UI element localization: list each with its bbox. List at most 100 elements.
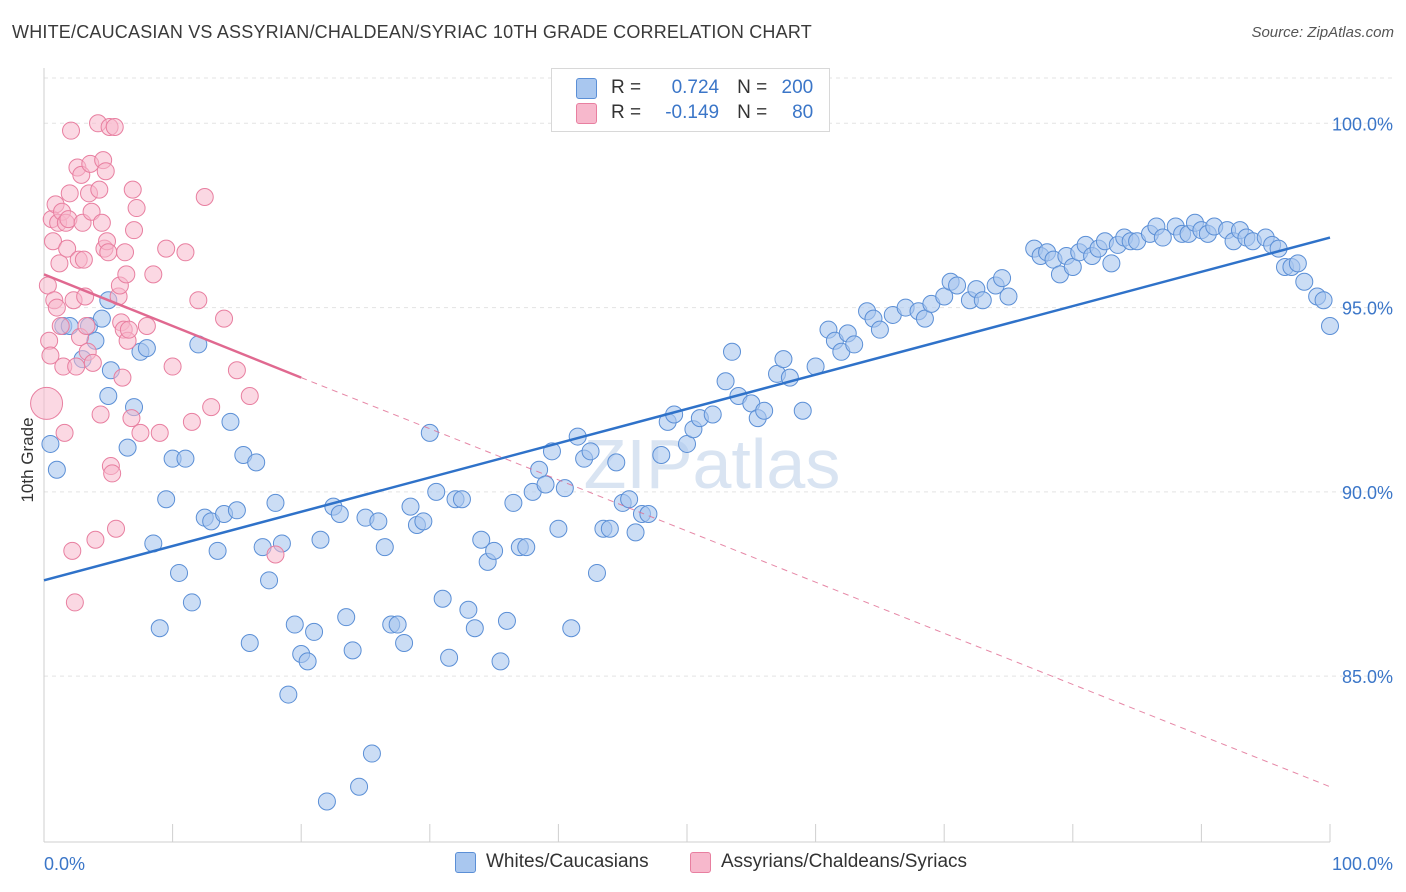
watermark: ZIPatlas: [584, 425, 841, 503]
data-point-assyrians: [195, 188, 214, 206]
data-point-whites: [92, 309, 111, 328]
data-point-assyrians: [266, 545, 285, 564]
data-point-whites: [266, 493, 285, 512]
data-point-assyrians: [189, 291, 208, 310]
data-point-whites: [517, 538, 536, 557]
data-point-whites: [99, 387, 118, 406]
data-point-whites: [279, 685, 298, 704]
data-point-whites: [999, 287, 1018, 306]
data-point-assyrians: [30, 386, 64, 420]
data-point-assyrians: [123, 180, 142, 199]
trend-lines: [43, 236, 1331, 788]
data-point-assyrians: [116, 243, 135, 262]
data-point-whites: [536, 475, 555, 494]
data-point-assyrians: [96, 162, 115, 181]
data-point-assyrians: [92, 213, 111, 232]
chart-title: WHITE/CAUCASIAN VS ASSYRIAN/CHALDEAN/SYR…: [12, 22, 812, 42]
data-point-whites: [652, 446, 671, 464]
legend-n-label: N =: [737, 77, 768, 98]
data-point-whites: [118, 438, 137, 457]
data-point-assyrians: [63, 541, 82, 560]
data-point-whites: [485, 541, 504, 560]
data-point-assyrians: [182, 412, 201, 431]
chart-source: Source: ZipAtlas.com: [1251, 24, 1394, 41]
trend-line-assyrians-extension: [301, 377, 1331, 788]
data-point-assyrians: [47, 298, 66, 317]
tick-labels: 85.0% 90.0% 95.0% 100.0% 0.0% 100.0%: [44, 114, 1393, 874]
bottom-legend-swatch-pink: [690, 851, 711, 873]
trend-line-whites: [43, 236, 1331, 582]
data-point-assyrians: [60, 184, 79, 203]
data-point-assyrians: [91, 405, 110, 424]
data-point-assyrians: [77, 317, 96, 335]
bottom-legend-label: Assyrians/Chaldeans/Syriacs: [721, 851, 968, 872]
data-point-whites: [581, 442, 600, 461]
legend-swatch-pink: [576, 102, 597, 124]
data-point-whites: [182, 593, 201, 612]
data-point-assyrians: [50, 254, 69, 273]
legend-n-label: N =: [737, 102, 768, 123]
data-point-assyrians: [163, 357, 182, 376]
data-point-whites: [170, 563, 189, 582]
data-point-whites: [311, 530, 330, 549]
bottom-legend-label: Whites/Caucasians: [486, 851, 649, 872]
data-point-whites: [137, 339, 156, 358]
data-point-assyrians: [119, 320, 138, 339]
data-point-assyrians: [240, 387, 259, 406]
data-point-assyrians: [202, 398, 221, 417]
data-point-whites: [723, 342, 742, 361]
data-point-whites: [973, 291, 992, 310]
data-point-whites: [562, 619, 581, 638]
data-point-whites: [41, 434, 60, 453]
data-point-assyrians: [125, 221, 144, 240]
stats-legend: R = 0.724 N = 200 R = -0.149 N = 80: [551, 68, 830, 132]
data-point-whites: [1295, 272, 1314, 291]
legend-r-label: R =: [611, 102, 642, 123]
x-tick-label: 0.0%: [44, 854, 85, 874]
data-point-assyrians: [107, 519, 126, 538]
data-point-whites: [388, 615, 407, 634]
data-point-assyrians: [137, 317, 156, 335]
data-point-assyrians: [55, 423, 74, 442]
data-point-assyrians: [74, 250, 93, 269]
x-tick-label: 100.0%: [1332, 854, 1393, 874]
data-point-whites: [240, 633, 259, 652]
data-point-assyrians: [67, 357, 86, 376]
data-point-whites: [639, 504, 658, 523]
data-point-whites: [948, 276, 967, 295]
data-point-assyrians: [86, 530, 105, 549]
bottom-legend-whites: Whites/Caucasians: [455, 851, 649, 873]
data-point-whites: [369, 512, 388, 531]
data-point-whites: [452, 490, 471, 509]
data-point-whites: [150, 619, 169, 638]
data-point-whites: [414, 512, 433, 531]
data-point-assyrians: [227, 361, 246, 380]
data-point-assyrians: [176, 243, 195, 262]
y-axis-label: 10th Grade: [18, 417, 37, 502]
data-point-whites: [317, 792, 336, 811]
data-point-whites: [626, 523, 645, 542]
data-point-whites: [337, 608, 356, 627]
data-point-whites: [176, 449, 195, 468]
data-point-whites: [420, 423, 439, 442]
legend-row-whites: R = 0.724 N = 200: [576, 76, 813, 100]
legend-row-assyrians: R = -0.149 N = 80: [576, 101, 813, 125]
data-point-assyrians: [41, 346, 60, 365]
data-point-whites: [497, 611, 516, 630]
data-point-whites: [395, 633, 414, 652]
data-point-assyrians: [113, 368, 132, 387]
bottom-legend-assyrians: Assyrians/Chaldeans/Syriacs: [690, 851, 967, 873]
data-point-whites: [793, 401, 812, 420]
axes: [43, 68, 1331, 843]
data-point-whites: [362, 744, 381, 763]
trend-line-assyrians: [43, 273, 302, 379]
y-tick-label: 100.0%: [1332, 114, 1393, 134]
data-point-whites: [221, 412, 240, 431]
data-point-whites: [870, 320, 889, 339]
bottom-legend-swatch-blue: [455, 851, 476, 873]
data-point-assyrians: [117, 265, 136, 284]
data-point-whites: [330, 504, 349, 523]
data-point-assyrians: [103, 464, 122, 483]
legend-r-label: R =: [611, 77, 642, 98]
